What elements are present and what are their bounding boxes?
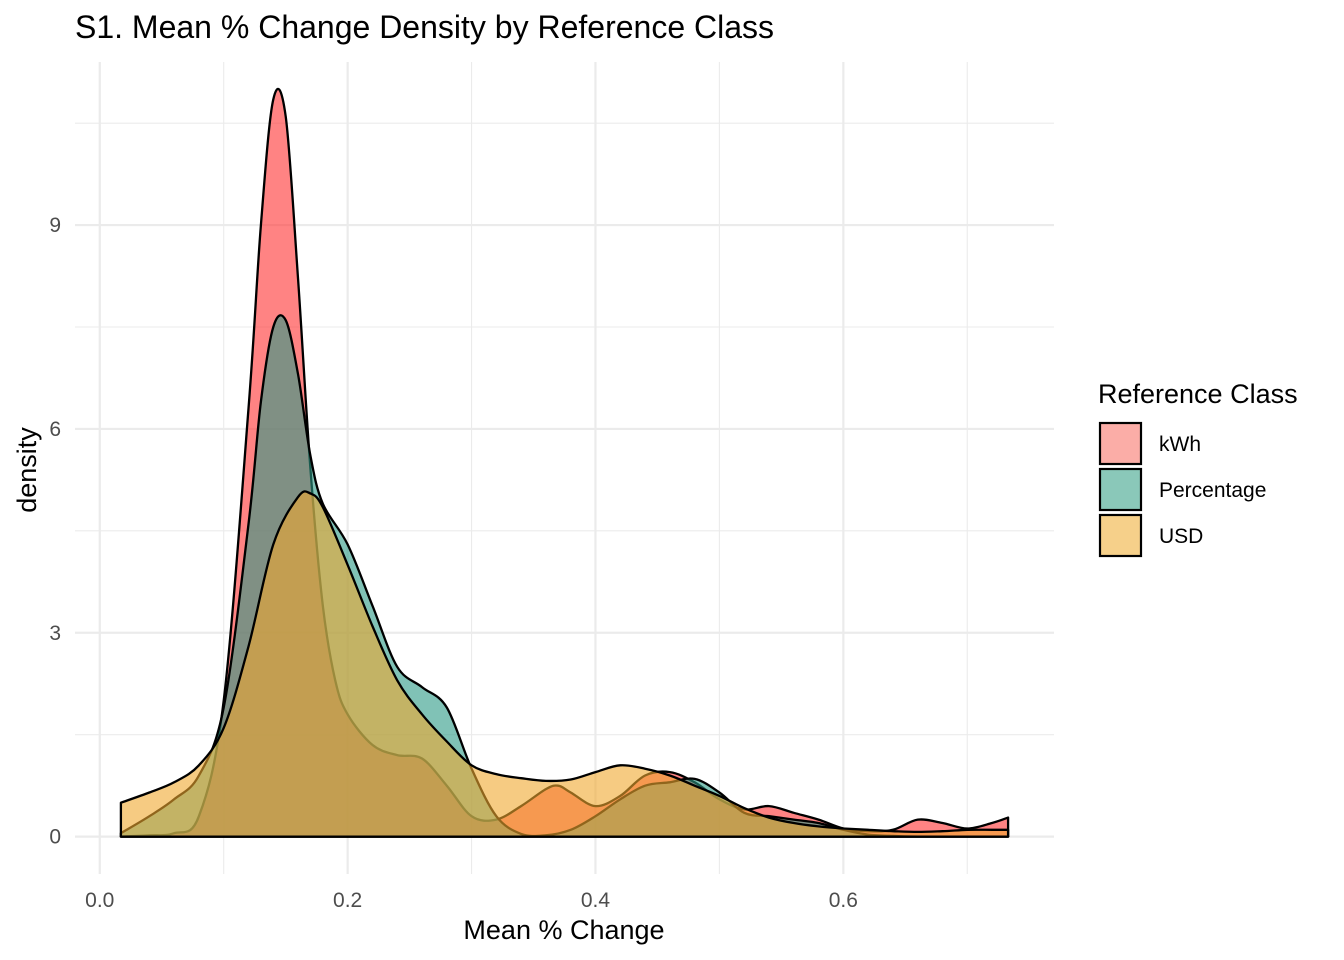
y-axis-title: density <box>12 427 42 513</box>
y-tick-label: 3 <box>49 622 61 645</box>
x-tick-label: 0.4 <box>581 889 611 912</box>
x-tick-label: 0.2 <box>333 889 362 912</box>
y-tick-label: 9 <box>49 214 61 237</box>
legend-key-percentage <box>1098 467 1143 512</box>
density-areas <box>119 87 1010 838</box>
legend-title: Reference Class <box>1098 379 1298 409</box>
legend-label-usd: USD <box>1159 525 1203 548</box>
chart-title: S1. Mean % Change Density by Reference C… <box>75 9 774 45</box>
y-tick-label: 6 <box>49 418 61 441</box>
grid-lines <box>75 62 1054 874</box>
y-tick-label: 0 <box>49 826 61 849</box>
legend-key-kwh <box>1098 421 1143 466</box>
x-axis-ticks: 0.0 0.2 0.4 0.6 <box>85 889 858 912</box>
legend-label-percentage: Percentage <box>1159 479 1266 502</box>
legend-label-kwh: kWh <box>1159 433 1201 456</box>
x-tick-label: 0.6 <box>829 889 858 912</box>
legend-entries: kWh Percentage USD <box>1098 421 1266 558</box>
y-axis-ticks: 0 3 6 9 <box>49 214 61 849</box>
legend-key-usd <box>1098 513 1143 558</box>
x-tick-label: 0.0 <box>85 889 114 912</box>
legend: Reference Class kWh Percentage USD <box>1098 379 1298 558</box>
x-axis-title: Mean % Change <box>463 915 664 945</box>
density-area-usd <box>119 490 1010 838</box>
